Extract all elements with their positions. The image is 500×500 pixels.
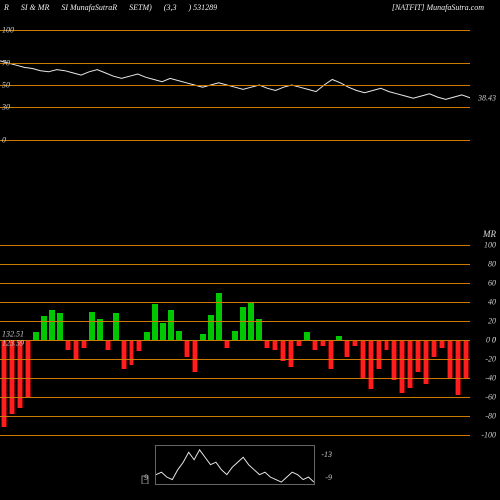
gridline: [0, 340, 470, 341]
mini-panel: -13 -9 9: [155, 445, 315, 485]
y-axis-label: 100: [2, 26, 14, 35]
gridline: [0, 321, 470, 322]
y-axis-label: 20: [488, 317, 496, 326]
gridline: [0, 245, 470, 246]
gridline: [0, 283, 470, 284]
hdr-6: ) 531289: [188, 3, 217, 12]
rsi-end-value: 38.43: [478, 93, 496, 102]
gridline: [0, 63, 470, 64]
price-label: 132.51: [2, 330, 24, 339]
gridline: [0, 435, 470, 436]
gridline: [0, 140, 470, 141]
chart-header: R SI & MR SI MunafaSutraR SETM) (3,3 ) 5…: [0, 0, 500, 14]
gridline: [0, 30, 470, 31]
y-axis-label: -80: [485, 412, 496, 421]
hdr-3: SI MunafaSutraR: [61, 3, 117, 12]
gridline: [0, 264, 470, 265]
y-axis-label: -100: [481, 431, 496, 440]
hdr-1: R: [4, 3, 9, 12]
gridline: [0, 397, 470, 398]
y-axis-label: -20: [485, 355, 496, 364]
y-axis-label: 30: [2, 103, 10, 112]
mr-panel: MR -100-80-60-40-20020406080100132.51123…: [0, 245, 470, 435]
mr-label: MR: [483, 229, 496, 239]
y-axis-label: -60: [485, 393, 496, 402]
gridline: [0, 85, 470, 86]
y-axis-label: 40: [488, 298, 496, 307]
mini-val-top: -13: [321, 450, 332, 459]
mini-stub-icon: [136, 472, 156, 484]
rsi-panel: 030507010038.43: [0, 30, 470, 140]
gridline: [0, 416, 470, 417]
y-axis-label: 50: [2, 81, 10, 90]
hdr-2: SI & MR: [21, 3, 49, 12]
mini-val-bot: -9: [325, 473, 332, 482]
y-axis-label: 70: [2, 59, 10, 68]
y-axis-label: 80: [488, 260, 496, 269]
gridline: [0, 359, 470, 360]
y-axis-label: 0: [2, 136, 6, 145]
y-axis-label: -40: [485, 374, 496, 383]
hdr-4: SETM): [129, 3, 152, 12]
hdr-7: [NATFIT] MunafaSutra.com: [392, 3, 484, 12]
y-axis-label: 100: [484, 241, 496, 250]
y-axis-label: 60: [488, 279, 496, 288]
mini-line: [156, 446, 314, 484]
hdr-5: (3,3: [164, 3, 177, 12]
gridline: [0, 302, 470, 303]
gridline: [0, 378, 470, 379]
gridline: [0, 107, 470, 108]
price-label: 123.59: [2, 339, 24, 348]
zero-label: 0 0: [486, 336, 496, 345]
